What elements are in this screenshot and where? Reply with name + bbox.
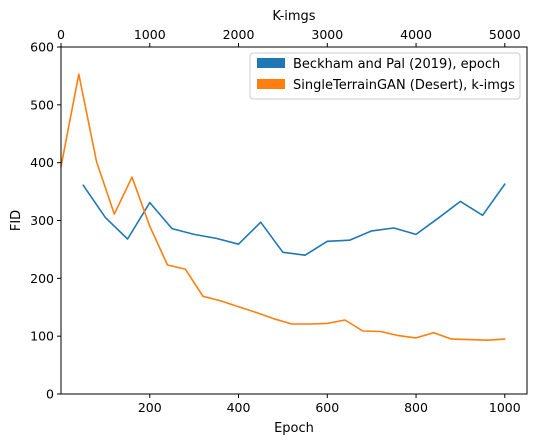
x-axis-label: Epoch [274, 421, 314, 436]
y-tick-label: 200 [30, 271, 54, 286]
top-tick-label: 4000 [400, 27, 432, 42]
x-tick-label: 1000 [489, 400, 521, 415]
x-tick-label: 200 [138, 400, 162, 415]
top-axis-label: K-imgs [272, 9, 315, 24]
top-tick-label: 1000 [134, 27, 166, 42]
y-axis-label: FID [9, 210, 24, 231]
x-tick-label: 400 [227, 400, 251, 415]
top-tick-label: 3000 [311, 27, 343, 42]
x-tick-label: 800 [404, 400, 428, 415]
top-tick-label: 0 [57, 27, 65, 42]
legend-label-beckham: Beckham and Pal (2019), epoch [293, 57, 500, 72]
y-tick-label: 300 [30, 213, 54, 228]
legend-swatch-orange [257, 79, 285, 89]
series-line-singleterrain [60, 73, 506, 342]
x-tick-label: 600 [315, 400, 339, 415]
y-tick-label: 0 [46, 387, 54, 402]
y-tick-label: 100 [30, 329, 54, 344]
y-tick-label: 400 [30, 155, 54, 170]
tick-layer: 200 400 600 800 1000 0 1000 2000 3000 4000 5000 0 10… [30, 27, 521, 415]
legend-label-singleterrain: SingleTerrainGAN (Desert), k-imgs [293, 78, 515, 93]
y-tick-label: 500 [30, 97, 54, 112]
series-line-beckham [82, 183, 506, 256]
legend-box [249, 52, 521, 100]
top-tick-label: 5000 [489, 27, 521, 42]
series-layer [60, 73, 506, 342]
top-tick-label: 2000 [223, 27, 255, 42]
legend-swatch-blue [257, 58, 285, 68]
y-tick-label: 600 [30, 40, 54, 55]
legend: Beckham and Pal (2019), epoch SingleTerr… [249, 52, 521, 100]
